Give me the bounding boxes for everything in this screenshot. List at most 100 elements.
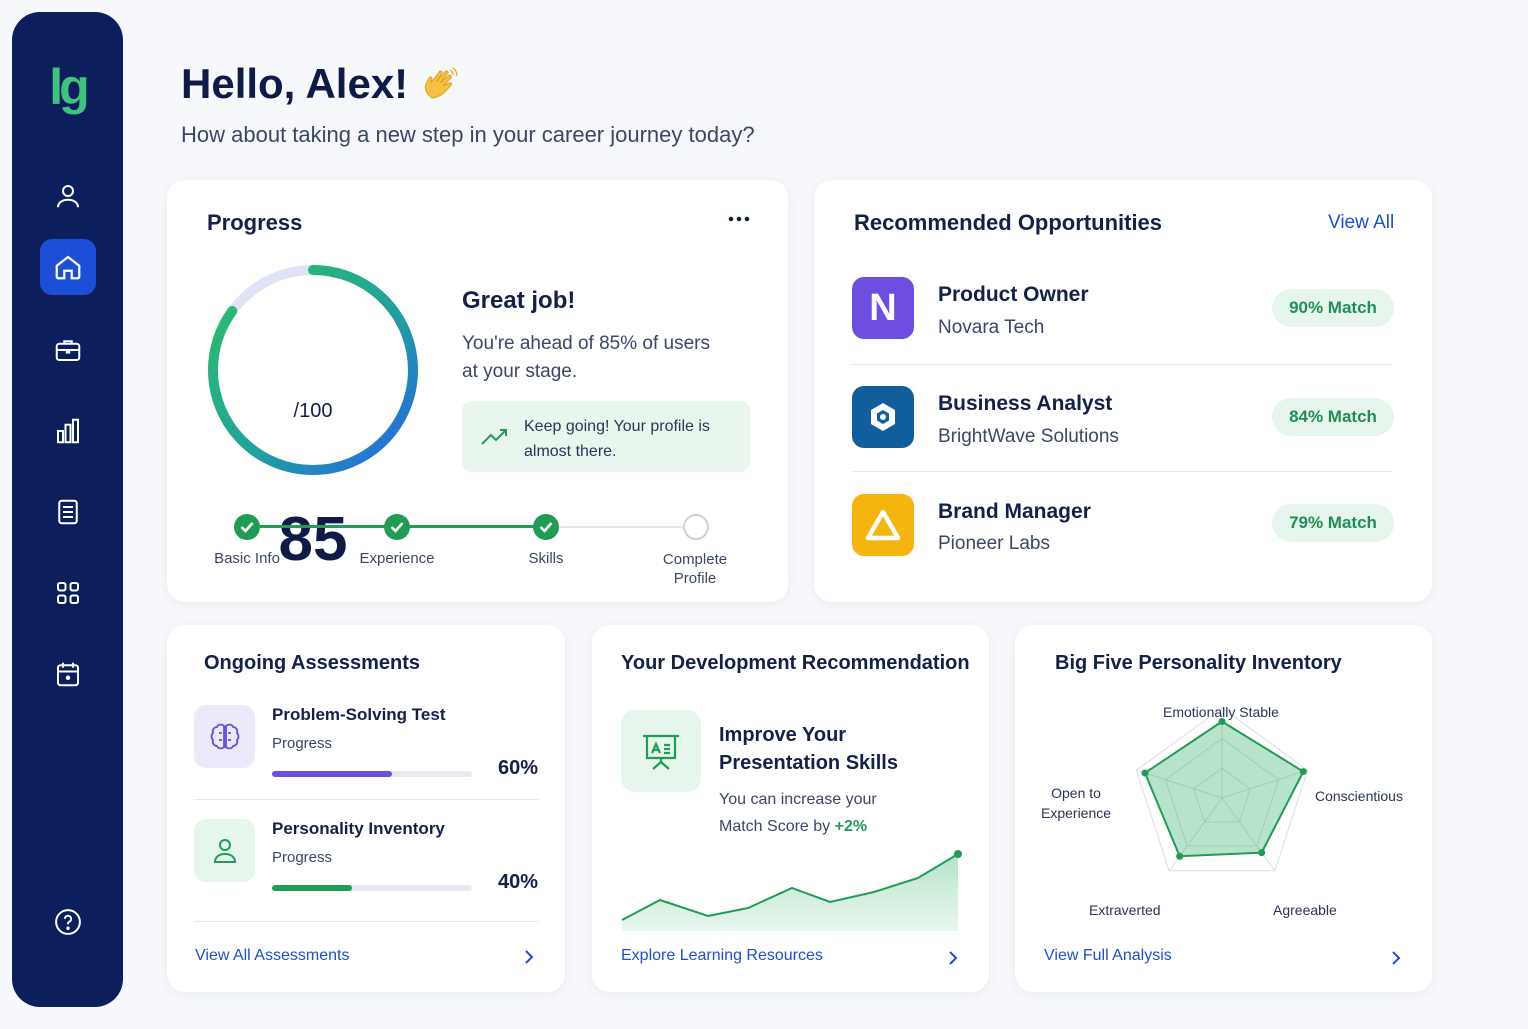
radar-grid-ring: [1164, 737, 1280, 847]
step-label: Experience: [359, 550, 435, 567]
assessment-progress-fill: [272, 771, 392, 777]
progress-score-max: /100: [293, 400, 333, 422]
brightwave-logo-icon: [852, 386, 914, 448]
check-icon: [539, 522, 553, 533]
progress-message-line: at your stage.: [462, 361, 578, 382]
brain-icon-wrap: [194, 705, 255, 768]
step-label: Skills: [528, 550, 564, 567]
divider: [852, 471, 1393, 472]
development-headline-line: Presentation Skills: [719, 752, 898, 774]
app-logo[interactable]: lg: [49, 59, 89, 115]
step-basic-info-check: [234, 514, 260, 540]
progress-tip-line: almost there.: [524, 443, 617, 460]
development-title: Your Development Recommendation: [621, 652, 970, 674]
more-horizontal-icon[interactable]: [727, 214, 751, 224]
step-label: Complete Profile: [635, 550, 755, 588]
opportunity-company: BrightWave Solutions: [938, 426, 1119, 447]
step-label-line: Profile: [673, 570, 717, 587]
divider: [194, 921, 539, 922]
analytics-nav-button[interactable]: [40, 403, 96, 459]
link-text: View Full Analysis: [1044, 947, 1172, 964]
briefcase-icon: [55, 340, 81, 361]
personality-radar-chart: [1135, 707, 1309, 872]
progress-tip: Keep going! Your profile is almost there…: [462, 401, 750, 472]
trending-up-icon: [481, 429, 507, 445]
progress-message-line: You're ahead of 85% of users: [462, 333, 710, 354]
divider: [852, 364, 1393, 365]
development-desc-prefix: Match Score by: [719, 818, 831, 835]
step-label: Basic Info: [214, 550, 280, 567]
progress-tip-text: Keep going! Your profile is almost there…: [524, 414, 710, 464]
development-desc-line: You can increase your: [719, 791, 877, 808]
home-nav-button[interactable]: [40, 239, 96, 295]
explore-resources-link[interactable]: Explore Learning Resources: [621, 947, 967, 971]
pioneer-logo-icon: [852, 494, 914, 556]
check-icon: [390, 522, 404, 533]
radar-point: [1258, 849, 1266, 857]
trait-label: Agreeable: [1273, 902, 1337, 918]
step-complete-profile-circle: [683, 514, 709, 540]
progress-card: Progress 85 /100 Great job! You're ahead…: [167, 180, 788, 602]
waving-hand-icon: [425, 67, 458, 99]
step-skills-check: [533, 514, 559, 540]
check-icon: [240, 522, 254, 533]
help-icon: [55, 909, 81, 935]
view-all-link[interactable]: View All: [1328, 212, 1395, 233]
assessment-name: Problem-Solving Test: [272, 705, 446, 724]
progress-message: You're ahead of 85% of users at your sta…: [462, 330, 710, 386]
opportunity-role: Business Analyst: [938, 392, 1113, 415]
page-subtitle: How about taking a new step in your care…: [181, 122, 755, 147]
opportunity-item[interactable]: Brand Manager Pioneer Labs 79% Match: [852, 494, 1397, 560]
chevron-right-icon: [949, 951, 958, 965]
view-full-analysis-link[interactable]: View Full Analysis: [1044, 947, 1408, 971]
calendar-icon: [57, 662, 79, 687]
trait-label: Emotionally Stable: [1163, 704, 1279, 720]
radar-point: [1299, 768, 1307, 776]
progress-ring: [208, 265, 418, 475]
greeting-text: Hello, Alex!: [181, 60, 409, 107]
match-badge: 84% Match: [1272, 398, 1394, 436]
opportunity-company: Novara Tech: [938, 317, 1045, 338]
triangle-logo-icon: [865, 509, 901, 541]
assessment-percent: 40%: [498, 871, 539, 893]
radar-grid-ring: [1193, 767, 1251, 823]
opportunity-item[interactable]: Business Analyst BrightWave Solutions 84…: [852, 386, 1397, 452]
documents-nav-button[interactable]: [40, 484, 96, 540]
link-text: View All Assessments: [195, 947, 350, 964]
development-headline-line: Improve Your: [719, 724, 847, 746]
opportunity-role: Product Owner: [938, 283, 1089, 306]
radar-axis: [1221, 797, 1276, 872]
apps-nav-button[interactable]: [40, 565, 96, 621]
assessment-progress-label: Progress: [272, 849, 333, 866]
assessment-progress-track: [272, 771, 472, 777]
chevron-right-icon: [525, 950, 534, 964]
jobs-nav-button[interactable]: [40, 322, 96, 378]
assessment-progress-track: [272, 885, 472, 891]
step-label-line: Complete: [662, 551, 728, 568]
profile-nav-button[interactable]: [40, 168, 96, 224]
assessment-item[interactable]: Personality Inventory Progress 40%: [194, 819, 540, 909]
help-nav-button[interactable]: [40, 894, 96, 950]
document-icon: [58, 499, 78, 525]
trait-label: Extraverted: [1089, 902, 1161, 918]
link-text: Explore Learning Resources: [621, 947, 823, 964]
assessment-percent: 60%: [498, 757, 539, 779]
match-badge: 90% Match: [1272, 289, 1394, 327]
person-icon: [213, 838, 236, 863]
opportunity-item[interactable]: N Product Owner Novara Tech 90% Match: [852, 277, 1397, 343]
radar-point: [1176, 852, 1184, 860]
grid-icon: [57, 582, 79, 604]
recommended-card: Recommended Opportunities View All N Pro…: [814, 180, 1432, 602]
radar-grid-ring: [1135, 707, 1309, 872]
assessment-item[interactable]: Problem-Solving Test Progress 60%: [194, 705, 540, 795]
brain-icon: [210, 723, 239, 749]
greeting: Hello, Alex!: [181, 60, 460, 108]
chevron-right-icon: [1392, 951, 1401, 965]
person-icon-wrap: [194, 819, 255, 882]
view-all-assessments-link[interactable]: View All Assessments: [195, 945, 541, 969]
radar-area: [1143, 720, 1305, 858]
calendar-nav-button[interactable]: [40, 646, 96, 702]
development-card: Your Development Recommendation Improve …: [592, 625, 989, 992]
match-badge: 79% Match: [1272, 504, 1394, 542]
trait-label: Open to Experience: [1041, 783, 1111, 823]
